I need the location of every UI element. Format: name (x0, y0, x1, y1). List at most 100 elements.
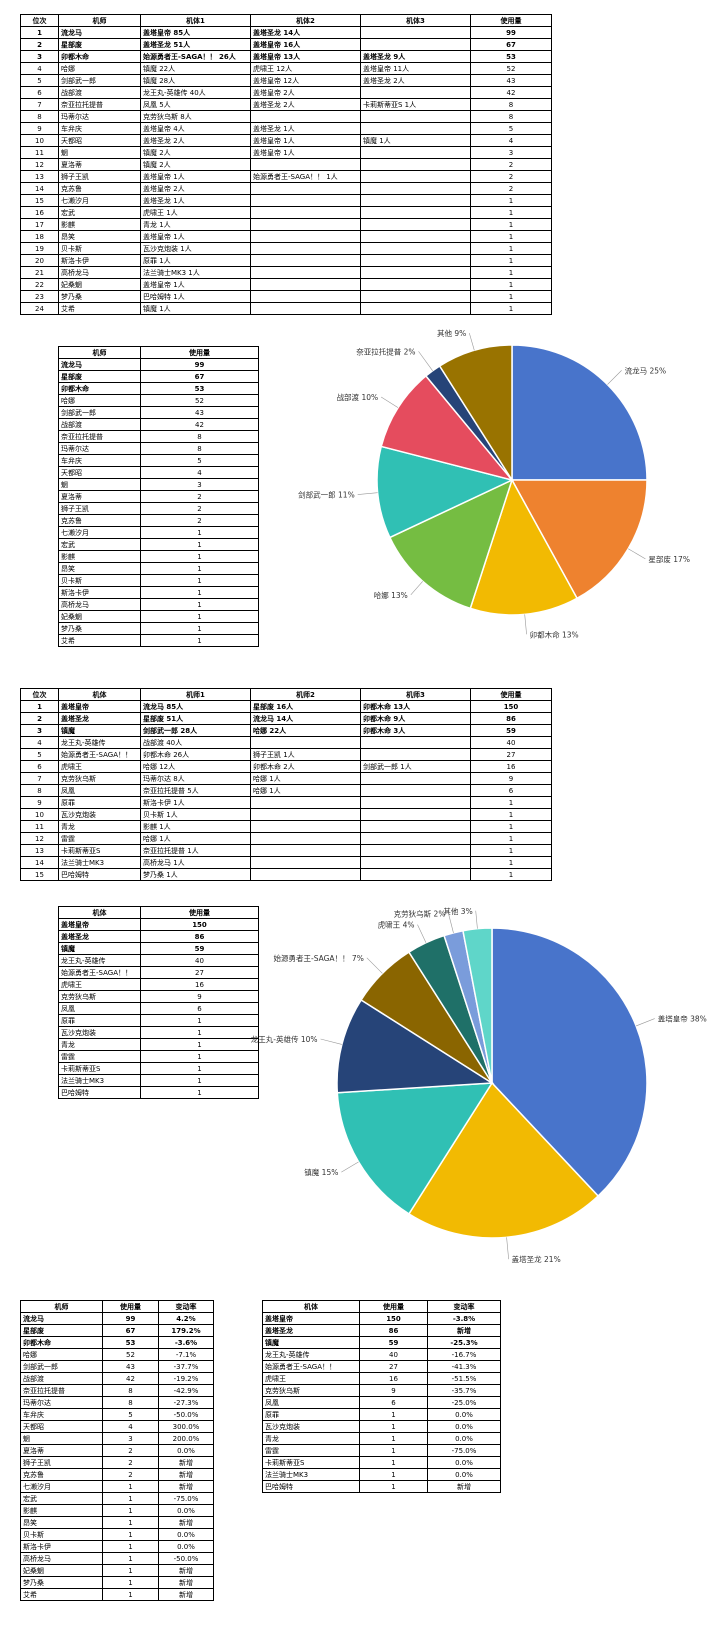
table-cell: 27 (470, 748, 552, 761)
table-row: 狮子王凯 2 (58, 502, 259, 515)
table-cell: 梦乃桑 (20, 1576, 103, 1589)
table-row: 2 星部废 盖塔圣龙 51人 盖塔皇帝 16人 67 (20, 38, 552, 51)
table-cell: 盖塔皇帝 4人 (140, 122, 251, 135)
table-cell: 战部渡 (20, 1372, 103, 1385)
table-row: 21 高桥龙马 法兰骑士MK3 1人 1 (20, 266, 552, 279)
table-cell: 凤凰 (58, 784, 141, 797)
table-cell: 凤凰 (262, 1396, 360, 1409)
table-cell: 星部废 (20, 1324, 103, 1337)
table-cell: 艾希 (20, 1588, 103, 1601)
table-cell (360, 278, 471, 291)
table-cell: 2 (20, 712, 59, 725)
table-cell: 53 (470, 50, 552, 63)
slice-label: 卯都木命 13% (530, 629, 579, 639)
table-cell: 剑部武一郎 28人 (140, 724, 251, 737)
table-cell: 卯都木命 (58, 382, 141, 395)
table-row: 始源勇者王-SAGA！！ 27 (58, 966, 259, 979)
slice-label: 龙王丸-英雄传 10% (251, 1034, 318, 1044)
table-cell: 卡莉斯蒂亚S (262, 1456, 360, 1469)
table-cell: 1 (140, 634, 259, 647)
table-row: 5 剑部武一郎 镇魔 28人 盖塔皇帝 12人 盖塔圣龙 2人 43 (20, 74, 552, 87)
table-cell: 贝卡斯 (58, 242, 141, 255)
table-cell: 新增 (158, 1480, 214, 1493)
header-cell: 机体 (262, 1300, 360, 1313)
table-cell (250, 290, 361, 303)
table-cell: 2 (470, 182, 552, 195)
table-row: 6 战部渡 龙王丸-英雄传 40人 盖塔皇帝 2人 42 (20, 86, 552, 99)
header-cell: 使用量 (102, 1300, 159, 1313)
table-cell (250, 182, 361, 195)
table-cell: -51.5% (427, 1372, 501, 1385)
table-cell: 1 (470, 242, 552, 255)
table-row: 6 虎啸王 哈娜 12人 卯都木命 2人 剑部武一郎 1人 16 (20, 760, 552, 773)
table-cell: 新增 (158, 1564, 214, 1577)
table-cell: 42 (102, 1372, 159, 1385)
table-cell: 59 (470, 724, 552, 737)
header-cell: 机体 (58, 688, 141, 701)
table-cell: -35.7% (427, 1384, 501, 1397)
table-cell: 玛蒂尔达 (20, 1396, 103, 1409)
slice-label: 奈亚拉托提普 2% (356, 346, 415, 356)
table-cell: 1 (470, 844, 552, 857)
table-cell: 奈亚拉托提普 5人 (140, 784, 251, 797)
table-row: 宏武 1 -75.0% (20, 1492, 214, 1505)
table-row: 哈娜 52 (58, 394, 259, 407)
table-cell: 盖塔圣龙 14人 (250, 26, 361, 39)
table-row: 2 盖塔圣龙 星部废 51人 流龙马 14人 卯都木命 9人 86 (20, 712, 552, 725)
table-cell: 20 (20, 254, 59, 267)
table-row: 剑部武一郎 43 -37.7% (20, 1360, 214, 1373)
table-cell: 7 (20, 772, 59, 785)
table-cell: 巴哈姆特 (262, 1480, 360, 1493)
leader-line (524, 614, 527, 635)
table-cell (360, 784, 471, 797)
table-cell: 盖塔圣龙 (58, 930, 141, 943)
table-cell: -42.9% (158, 1384, 214, 1397)
table-cell: -3.8% (427, 1312, 501, 1325)
table-row: 贝卡斯 1 0.0% (20, 1528, 214, 1541)
table-row: 3 镇魔 剑部武一郎 28人 哈娜 22人 卯都木命 3人 59 (20, 724, 552, 737)
table-cell: 52 (102, 1348, 159, 1361)
table-cell (360, 772, 471, 785)
leader-line (366, 957, 383, 974)
table-cell: 盖塔皇帝 12人 (250, 74, 361, 87)
table-cell (360, 796, 471, 809)
pie-slice (380, 374, 515, 482)
table-cell: 1 (140, 610, 259, 623)
table-cell: 哈娜 (58, 394, 141, 407)
header-cell: 使用量 (470, 688, 552, 701)
slice-label: 镇魔 15% (304, 1167, 338, 1177)
table-row: 虎啸王 16 -51.5% (262, 1372, 501, 1385)
table-row: 七濑汐月 1 新增 (20, 1480, 214, 1493)
table-cell (360, 832, 471, 845)
table-cell: 86 (470, 712, 552, 725)
table-cell: 2 (102, 1444, 159, 1457)
table-cell: 67 (102, 1324, 159, 1337)
table-cell (360, 158, 471, 171)
table-cell: 8 (470, 110, 552, 123)
table-cell: 龙王丸-英雄传 (58, 736, 141, 749)
table-cell: 1 (140, 1074, 259, 1087)
table-cell (250, 844, 361, 857)
table-cell: 盖塔皇帝 85人 (140, 26, 251, 39)
mecha-change-table: 机体 使用量 变动率 盖塔皇帝 150 -3.8% 盖塔圣龙 86 新增 镇魔 59 -25.3% 龙王… (262, 1300, 501, 1493)
table-cell: 贝卡斯 (20, 1528, 103, 1541)
table-row: 5 始源勇者王-SAGA！！ 卯都木命 26人 狮子王凯 1人 27 (20, 748, 552, 761)
table-cell: 1 (140, 550, 259, 563)
table-cell: 21 (20, 266, 59, 279)
table-cell: 1 (359, 1432, 428, 1445)
header-cell: 机师 (58, 346, 141, 359)
pie-slice (462, 927, 493, 1084)
table-cell (250, 266, 361, 279)
table-cell: 虎啸王 (58, 978, 141, 991)
table-row: 卡莉斯蒂亚S 1 0.0% (262, 1456, 501, 1469)
table-row: 奈亚拉托提普 8 -42.9% (20, 1384, 214, 1397)
table-cell: 1 (359, 1456, 428, 1469)
table-cell: -41.3% (427, 1360, 501, 1373)
table-cell: 镇魔 (58, 724, 141, 737)
leader-line (506, 1237, 509, 1260)
table-cell: 新增 (427, 1480, 501, 1493)
table-cell: 盖塔皇帝 2人 (250, 86, 361, 99)
table-cell: 昂笑 (20, 1516, 103, 1529)
table-cell: 1 (470, 230, 552, 243)
table-cell: 宏武 (20, 1492, 103, 1505)
